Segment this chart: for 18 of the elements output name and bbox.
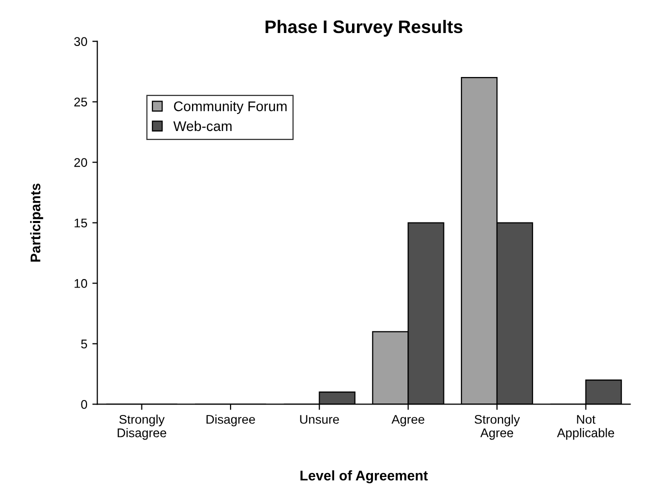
x-axis-title: Level of Agreement: [300, 470, 428, 484]
y-tick-label: 20: [74, 158, 88, 167]
y-tick-label: 5: [81, 340, 88, 348]
legend-label: Web-cam: [173, 120, 232, 132]
x-tick-label: Disagree: [206, 414, 255, 426]
x-tick-label: Not Applicable: [557, 415, 614, 440]
x-tick-label: Unsure: [300, 415, 339, 424]
y-axis-title: Participants: [30, 184, 44, 262]
y-tick-label: 0: [81, 400, 88, 409]
chart-title: Phase I Survey Results: [266, 20, 462, 37]
x-tick-label: Agree: [392, 415, 424, 426]
x-tick-label: Strongly Disagree: [118, 414, 166, 440]
y-tick-label: 25: [74, 98, 88, 106]
y-tick-label: 10: [74, 279, 88, 288]
legend-label: Community Forum: [174, 101, 287, 114]
x-tick-label: Strongly Agree: [474, 414, 520, 440]
y-tick-label: 15: [74, 218, 88, 228]
y-tick-label: 30: [74, 37, 88, 46]
